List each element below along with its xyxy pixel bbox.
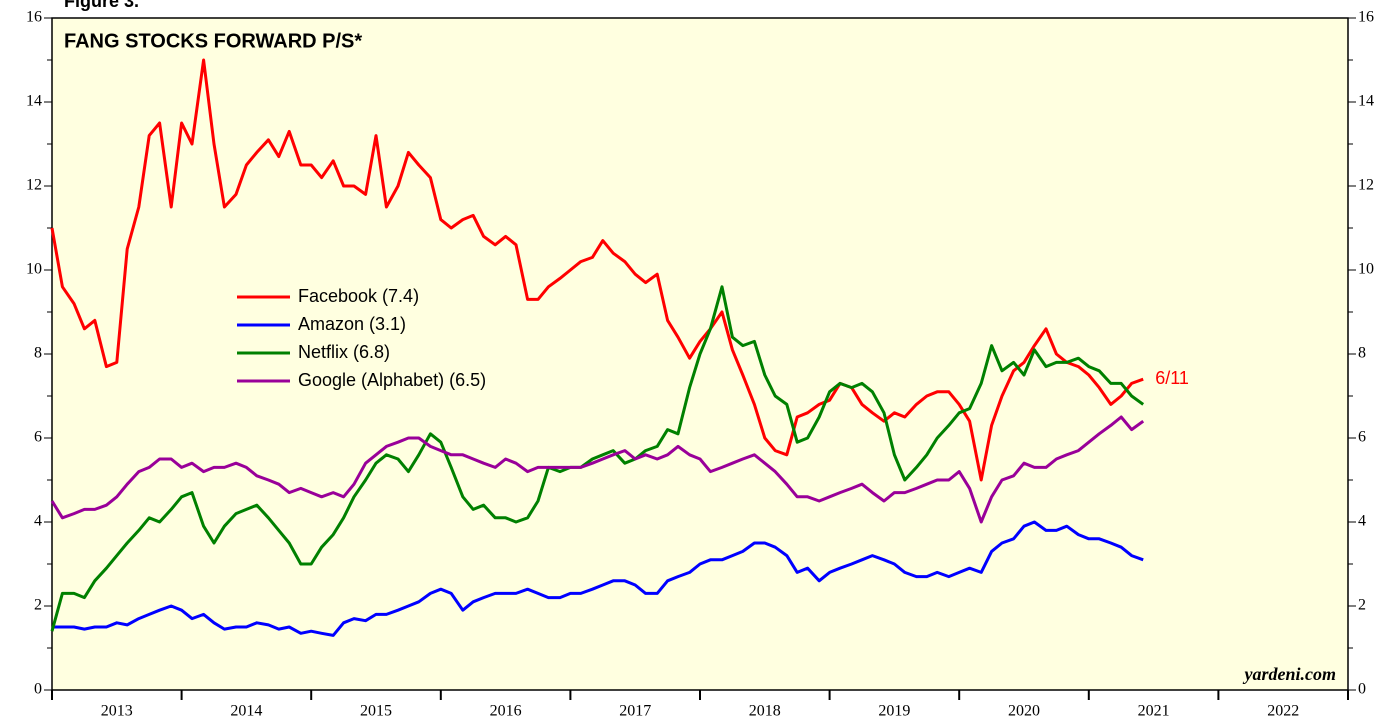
series-line xyxy=(50,415,1145,524)
y-tick-label: 10 xyxy=(26,261,42,278)
y2-tick-label: 0 xyxy=(1358,681,1366,698)
y2-tick-label: 12 xyxy=(1358,177,1374,194)
series-line xyxy=(52,520,1144,637)
series-line xyxy=(50,58,1144,482)
x-tick-label: 2020 xyxy=(1008,703,1040,720)
legend-label: Amazon (3.1) xyxy=(298,314,406,334)
x-tick-label: 2018 xyxy=(749,703,781,720)
y-tick-label: 12 xyxy=(26,177,42,194)
x-tick-label: 2022 xyxy=(1267,703,1299,720)
y-tick-label: 4 xyxy=(34,513,42,530)
legend-label: Netflix (6.8) xyxy=(298,342,390,362)
y-tick-label: 14 xyxy=(26,93,42,110)
chart-title: FANG STOCKS FORWARD P/S* xyxy=(64,30,362,52)
legend-label: Facebook (7.4) xyxy=(298,286,419,306)
y2-tick-label: 14 xyxy=(1358,93,1374,110)
figure-label: Figure 3. xyxy=(64,0,139,11)
x-tick-label: 2013 xyxy=(101,703,133,720)
y2-tick-label: 2 xyxy=(1358,597,1366,614)
y-tick-label: 0 xyxy=(34,681,42,698)
x-tick-label: 2019 xyxy=(878,703,910,720)
annotation: 6/11 xyxy=(1155,368,1189,388)
x-tick-label: 2021 xyxy=(1138,703,1170,720)
source: yardeni.com xyxy=(1243,664,1337,684)
y2-tick-label: 10 xyxy=(1358,261,1374,278)
y-tick-label: 16 xyxy=(26,9,42,26)
x-tick-label: 2017 xyxy=(619,703,651,720)
y2-tick-label: 16 xyxy=(1358,9,1374,26)
y2-tick-label: 8 xyxy=(1358,345,1366,362)
x-tick-label: 2015 xyxy=(360,703,392,720)
y-tick-label: 6 xyxy=(34,429,42,446)
legend-label: Google (Alphabet) (6.5) xyxy=(298,370,486,390)
y-tick-label: 2 xyxy=(34,597,42,614)
y-tick-label: 8 xyxy=(34,345,42,362)
x-tick-label: 2016 xyxy=(490,703,522,720)
y2-tick-label: 4 xyxy=(1358,513,1366,530)
series-line xyxy=(50,285,1145,632)
y2-tick-label: 6 xyxy=(1358,429,1366,446)
x-tick-label: 2014 xyxy=(230,703,262,720)
